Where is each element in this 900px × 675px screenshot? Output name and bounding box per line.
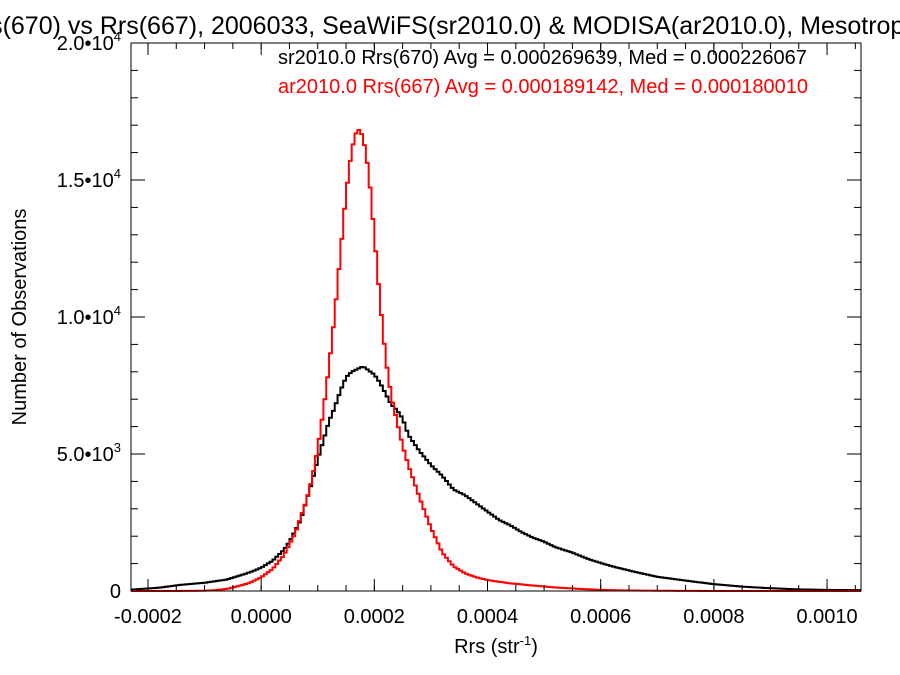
y-tick-label: 2.0•104 [57,29,121,55]
y-axis-label: Number of Observations [9,209,31,426]
y-tick-exponent: 4 [114,166,121,181]
annotation-ar2010: ar2010.0 Rrs(667) Avg = 0.000189142, Med… [278,76,808,98]
series-line-0 [131,366,861,592]
y-tick-mantissa: 1.5•10 [57,170,114,192]
x-tick-label: 0.0000 [231,606,292,628]
y-tick-exponent: 4 [114,29,121,44]
series-layer [131,129,861,592]
x-axis-label: Rrs (str-1) [454,633,538,658]
x-axis-ticks: -0.0002 0.0000 0.0002 0.0004 0.0006 0.0008 0.0… [114,43,858,628]
plot-frame [130,42,862,592]
y-tick-label: 5.0•103 [57,440,121,466]
y-tick-mantissa: 1.0•10 [57,307,114,329]
x-tick-label: 0.0006 [570,606,631,628]
y-tick-mantissa: 5.0•10 [57,444,114,466]
chart-title: Rrs(670) vs Rrs(667), 2006033, SeaWiFS(s… [0,12,900,40]
y-tick-label: 1.5•104 [57,166,121,192]
x-axis-label-close: ) [531,636,538,658]
y-tick-label: 0 [110,581,121,603]
x-axis-label-sup: -1 [520,633,532,648]
annotation-sr2010: sr2010.0 Rrs(670) Avg = 0.000269639, Med… [278,47,807,69]
y-tick-exponent: 3 [114,440,121,455]
series-line-1 [131,129,861,592]
y-tick-label: 1.0•104 [57,303,121,329]
x-tick-label: 0.0004 [457,606,518,628]
x-tick-label: 0.0010 [796,606,857,628]
x-tick-label: 0.0008 [683,606,744,628]
y-tick-exponent: 4 [114,303,121,318]
x-tick-label: 0.0002 [344,606,405,628]
x-tick-label: -0.0002 [114,606,182,628]
y-tick-mantissa: 2.0•10 [57,33,114,55]
x-axis-label-main: Rrs (str [454,636,520,658]
